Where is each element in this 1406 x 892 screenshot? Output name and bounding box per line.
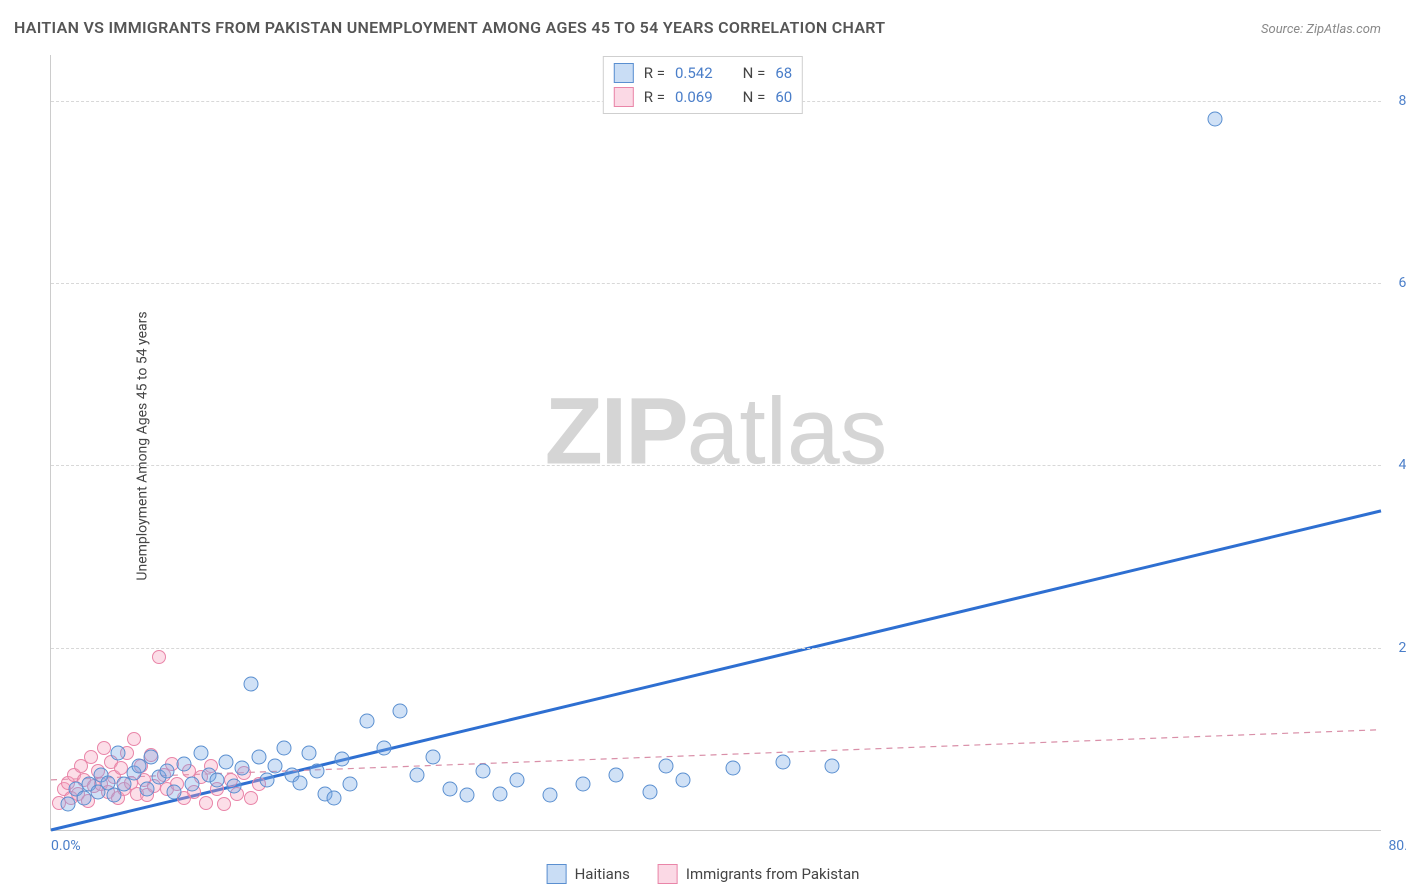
- data-point: [343, 777, 358, 792]
- legend-item-pakistan: Immigrants from Pakistan: [658, 864, 860, 884]
- r-label: R =: [644, 88, 665, 106]
- data-point: [293, 775, 308, 790]
- data-point: [509, 772, 524, 787]
- n-value: 60: [775, 88, 792, 106]
- data-point: [218, 754, 233, 769]
- r-value: 0.542: [675, 64, 713, 82]
- data-point: [334, 751, 349, 766]
- data-point: [160, 763, 175, 778]
- data-point: [210, 772, 225, 787]
- data-point: [409, 768, 424, 783]
- data-point: [167, 784, 182, 799]
- r-label: R =: [644, 64, 665, 82]
- y-tick-label: 80.0%: [1386, 93, 1406, 109]
- scatter-plot-area: ZIPatlas 20.0%40.0%60.0%80.0%0.0%80.0%: [50, 55, 1381, 831]
- data-point: [199, 796, 213, 810]
- trend-lines-svg: [51, 55, 1381, 830]
- trend-line: [51, 511, 1381, 830]
- data-point: [459, 788, 474, 803]
- legend-label: Immigrants from Pakistan: [686, 865, 860, 883]
- data-point: [84, 750, 98, 764]
- data-point: [140, 781, 155, 796]
- data-point: [1207, 111, 1222, 126]
- data-point: [659, 759, 674, 774]
- data-point: [226, 779, 241, 794]
- data-point: [359, 713, 374, 728]
- swatch-blue-icon: [547, 864, 567, 884]
- n-value: 68: [775, 64, 792, 82]
- data-point: [301, 745, 316, 760]
- series-legend: Haitians Immigrants from Pakistan: [547, 864, 860, 884]
- y-tick-label: 20.0%: [1386, 640, 1406, 656]
- data-point: [244, 791, 258, 805]
- data-point: [675, 772, 690, 787]
- data-point: [177, 757, 192, 772]
- data-point: [243, 677, 258, 692]
- data-point: [642, 784, 657, 799]
- data-point: [143, 750, 158, 765]
- swatch-pink-icon: [658, 864, 678, 884]
- swatch-blue-icon: [614, 63, 634, 83]
- data-point: [476, 763, 491, 778]
- data-point: [217, 797, 231, 811]
- data-point: [60, 797, 75, 812]
- n-label: N =: [743, 88, 766, 106]
- data-point: [152, 650, 166, 664]
- legend-item-haitians: Haitians: [547, 864, 630, 884]
- swatch-pink-icon: [614, 87, 634, 107]
- legend-row-pakistan: R = 0.069 N = 60: [614, 85, 792, 109]
- data-point: [310, 763, 325, 778]
- y-tick-label: 60.0%: [1386, 275, 1406, 291]
- data-point: [725, 761, 740, 776]
- x-tick-label: 80.0%: [1388, 838, 1406, 854]
- data-point: [251, 750, 266, 765]
- legend-label: Haitians: [575, 865, 630, 883]
- data-point: [276, 740, 291, 755]
- data-point: [426, 750, 441, 765]
- data-point: [110, 745, 125, 760]
- x-tick-label: 0.0%: [51, 838, 81, 854]
- data-point: [260, 772, 275, 787]
- data-point: [326, 791, 341, 806]
- data-point: [393, 704, 408, 719]
- data-point: [235, 761, 250, 776]
- gridline: [51, 283, 1381, 284]
- y-tick-label: 40.0%: [1386, 457, 1406, 473]
- data-point: [775, 754, 790, 769]
- gridline: [51, 648, 1381, 649]
- data-point: [576, 777, 591, 792]
- data-point: [193, 745, 208, 760]
- data-point: [127, 732, 141, 746]
- source-attribution: Source: ZipAtlas.com: [1261, 22, 1381, 37]
- data-point: [825, 759, 840, 774]
- data-point: [268, 759, 283, 774]
- correlation-legend: R = 0.542 N = 68 R = 0.069 N = 60: [603, 56, 803, 114]
- data-point: [609, 768, 624, 783]
- data-point: [185, 777, 200, 792]
- gridline: [51, 465, 1381, 466]
- r-value: 0.069: [675, 88, 713, 106]
- data-point: [443, 781, 458, 796]
- chart-title: HAITIAN VS IMMIGRANTS FROM PAKISTAN UNEM…: [14, 18, 885, 37]
- data-point: [542, 788, 557, 803]
- n-label: N =: [743, 64, 766, 82]
- data-point: [376, 740, 391, 755]
- legend-row-haitians: R = 0.542 N = 68: [614, 61, 792, 85]
- data-point: [492, 786, 507, 801]
